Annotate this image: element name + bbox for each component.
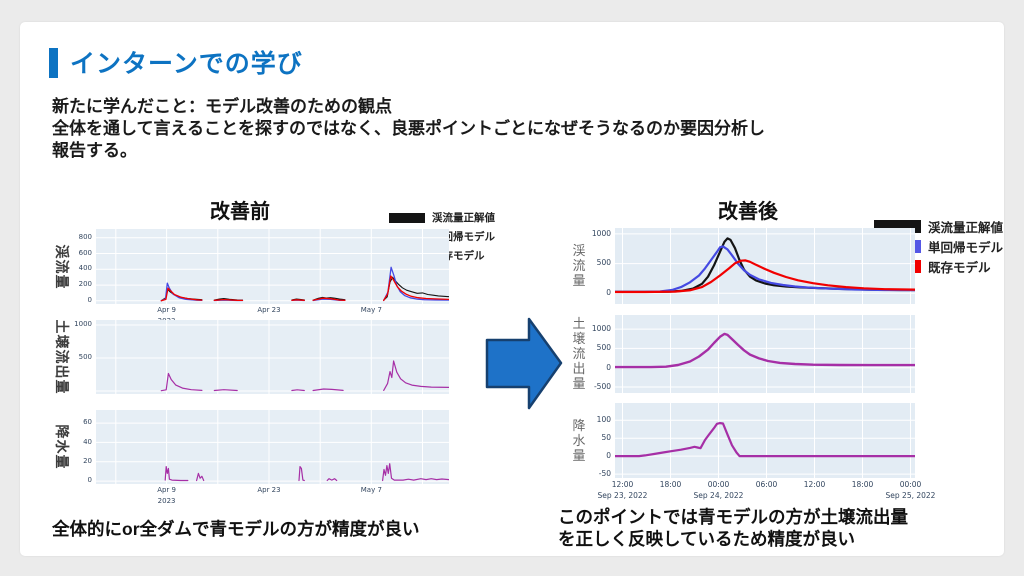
y-axis-label: 土壌流出量 xyxy=(570,316,586,392)
x-tick-date-label: 2023 xyxy=(157,497,176,505)
series-土壌流出量モデル xyxy=(291,389,305,392)
series-既存モデル xyxy=(615,259,915,294)
chart-after-streamflow xyxy=(615,228,915,304)
chart-after-soil xyxy=(615,315,915,393)
y-axis-label: 降水量 xyxy=(54,424,70,470)
y-axis-label: 渓流量 xyxy=(54,244,70,289)
series-既存モデル xyxy=(383,275,449,302)
y-tick-label: 600 xyxy=(78,248,92,257)
series-降水量 xyxy=(195,472,205,482)
x-tick-label: Apr 23 xyxy=(257,306,281,314)
legend-label: 渓流量正解値 xyxy=(928,220,1004,235)
title-accent-bar xyxy=(49,48,58,78)
caption-after-line-1: このポイントでは青モデルの方が土壌流出量 xyxy=(558,507,908,527)
x-tick-label: Apr 9 xyxy=(157,486,176,494)
legend-swatch xyxy=(389,212,425,223)
y-tick-label: 50 xyxy=(601,433,611,443)
series-土壌流出量モデル xyxy=(213,389,238,392)
y-tick-label: 0 xyxy=(87,295,92,304)
x-tick-label: Apr 9 xyxy=(157,306,176,314)
page-title: インターンでの学び xyxy=(70,50,303,78)
series-土壌流出量モデル xyxy=(312,388,344,392)
series-既存モデル xyxy=(291,299,305,301)
y-tick-label: 1000 xyxy=(591,323,611,333)
y-axis-label: 土壌流出量 xyxy=(54,319,70,395)
y-tick-label: -500 xyxy=(593,381,611,391)
x-tick-label: 00:00 xyxy=(707,480,730,489)
y-tick-label: 0 xyxy=(606,450,611,460)
series-既存モデル xyxy=(312,297,346,301)
series-土壌流出量モデル xyxy=(383,360,449,392)
x-tick-date-label: Sep 23, 2022 xyxy=(597,491,648,500)
y-tick-label: 40 xyxy=(83,437,92,446)
caption-before: 全体的にor全ダムで青モデルの方が精度が良い xyxy=(52,518,420,540)
series-既存モデル xyxy=(213,298,244,302)
series-降水量 xyxy=(326,478,338,482)
legend-label: 渓流量正解値 xyxy=(432,212,495,224)
y-axis-label: 渓流量 xyxy=(570,243,586,289)
series-渓流量正解値 xyxy=(615,237,915,293)
chart-title-after: 改善後 xyxy=(718,201,778,223)
x-tick-date-label: Sep 24, 2022 xyxy=(693,491,744,500)
series-渓流量正解値 xyxy=(312,296,346,301)
y-axis-label: 降水量 xyxy=(570,418,586,463)
body-text: 新たに学んだこと：モデル改善のための観点 全体を通して言えることを探すのではなく… xyxy=(52,96,992,162)
series-単回帰モデル xyxy=(615,245,915,293)
y-tick-label: 800 xyxy=(78,232,92,241)
body-line-1: 新たに学んだこと：モデル改善のための観点 xyxy=(52,97,392,116)
y-tick-label: 0 xyxy=(87,476,92,485)
series-降水量 xyxy=(164,465,189,482)
y-tick-label: 20 xyxy=(83,456,92,465)
x-tick-label: Apr 23 xyxy=(257,486,281,494)
x-tick-label: May 7 xyxy=(360,486,382,494)
legend-item: 渓流量正解値 xyxy=(389,208,495,227)
x-tick-label: May 7 xyxy=(360,306,382,314)
body-line-3: 報告する。 xyxy=(52,141,137,160)
x-tick-label: 00:00 xyxy=(899,480,922,489)
series-降水量 xyxy=(298,465,305,482)
x-tick-label: 06:00 xyxy=(755,480,778,489)
chart-before-streamflow xyxy=(96,229,449,304)
x-tick-label: 18:00 xyxy=(851,480,874,489)
body-line-2: 全体を通して言えることを探すのではなく、良悪ポイントごとになぜそうなるのか要因分… xyxy=(52,119,765,138)
x-tick-label: 18:00 xyxy=(659,480,682,489)
x-tick-label: 12:00 xyxy=(611,480,634,489)
series-降水量 xyxy=(382,463,449,482)
y-tick-label: 500 xyxy=(596,343,611,353)
x-tick-date-label: Sep 25, 2022 xyxy=(885,491,936,500)
y-tick-label: 0 xyxy=(606,362,611,372)
y-tick-label: 100 xyxy=(596,415,611,425)
chart-before-soil xyxy=(96,320,449,394)
y-tick-label: -50 xyxy=(598,468,611,478)
caption-after: このポイントでは青モデルの方が土壌流出量 を正しく反映しているため精度が良い xyxy=(558,506,908,550)
y-tick-label: 400 xyxy=(78,264,92,273)
legend-label: 単回帰モデル xyxy=(928,240,1004,255)
x-tick-label: 12:00 xyxy=(803,480,826,489)
series-既存モデル xyxy=(160,287,203,302)
y-tick-label: 60 xyxy=(83,418,92,427)
y-tick-label: 1000 xyxy=(591,228,611,238)
caption-before-line-1: 全体的にor全ダムで青モデルの方が精度が良い xyxy=(52,519,420,539)
chart-title-before: 改善前 xyxy=(210,201,270,223)
y-tick-label: 500 xyxy=(78,353,92,362)
series-単回帰モデル xyxy=(383,266,449,302)
chart-before-precip xyxy=(96,410,449,484)
series-土壌流出量モデル xyxy=(160,372,203,392)
chart-after-precip xyxy=(615,403,915,478)
series-土壌流出量モデル xyxy=(615,332,915,369)
series-降水量 xyxy=(615,422,915,458)
series-渓流量正解値 xyxy=(383,276,449,301)
legend-label: 既存モデル xyxy=(928,260,991,275)
y-tick-label: 0 xyxy=(606,288,611,298)
caption-after-line-2: を正しく反映しているため精度が良い xyxy=(558,529,855,549)
y-tick-label: 500 xyxy=(596,258,611,268)
y-tick-label: 1000 xyxy=(74,320,92,329)
y-tick-label: 200 xyxy=(78,280,92,289)
